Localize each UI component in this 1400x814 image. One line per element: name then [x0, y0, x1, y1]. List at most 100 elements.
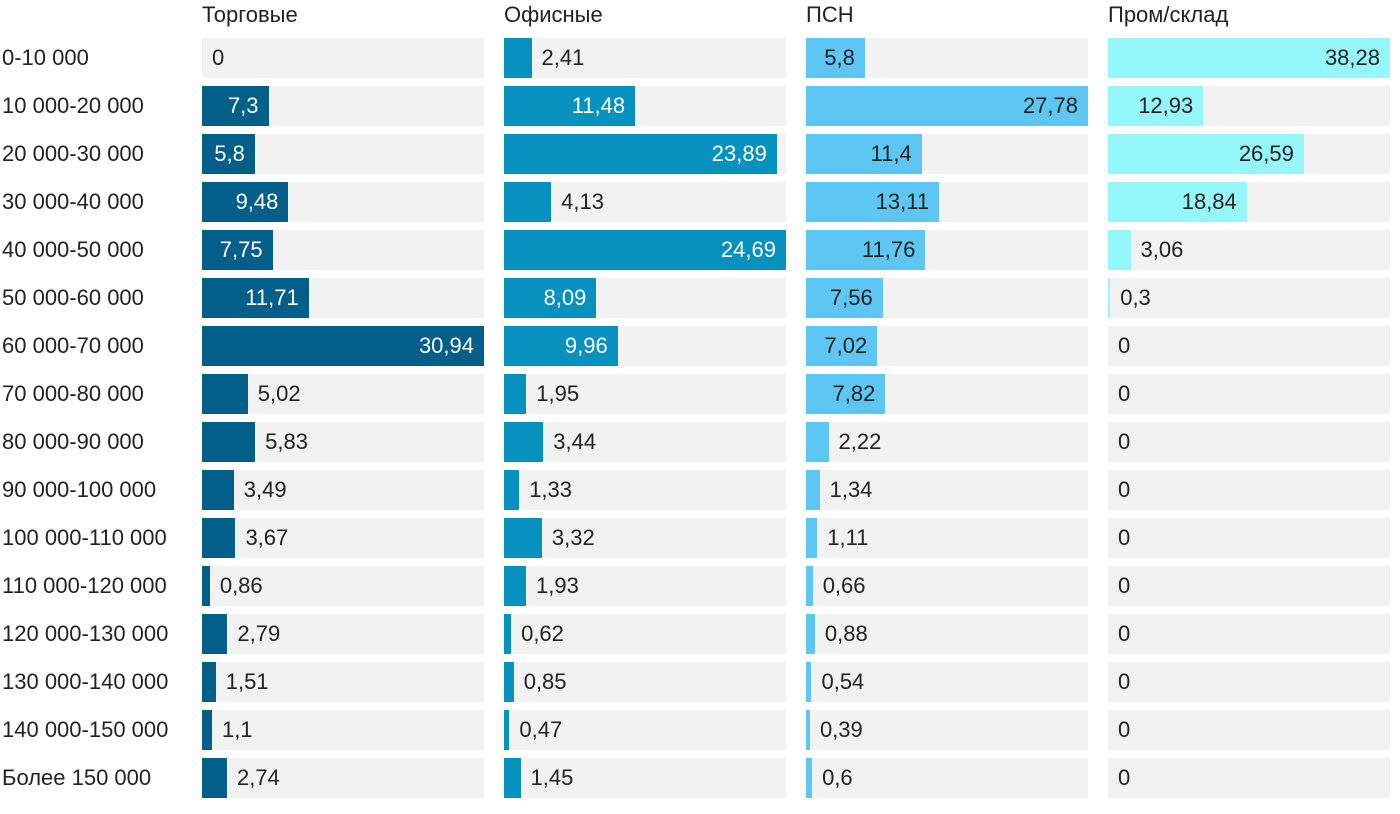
bar: [1108, 86, 1204, 126]
data-label: 0: [1118, 333, 1131, 358]
bar: [806, 758, 813, 798]
data-label: 1,93: [536, 573, 579, 598]
bar: [1108, 230, 1131, 270]
category-label: 70 000-80 000: [2, 381, 144, 406]
data-label: 13,11: [875, 189, 930, 214]
data-label: 0: [1118, 477, 1131, 502]
data-label: 7,3: [227, 93, 259, 118]
data-label: 0,85: [523, 669, 567, 694]
bar: [202, 662, 216, 702]
bar: [806, 710, 810, 750]
data-label: 26,59: [1238, 141, 1294, 166]
bar-track: 2,79: [202, 614, 484, 654]
panel-title: ПСН: [806, 2, 854, 27]
category-label: 130 000-140 000: [2, 669, 169, 694]
category-label: 140 000-150 000: [2, 717, 169, 742]
data-label: 3,06: [1140, 237, 1184, 262]
bar-track: 5,02: [202, 374, 484, 414]
category-label: 60 000-70 000: [2, 333, 144, 358]
data-label: 0,88: [824, 621, 868, 646]
bar-track: 24,69: [504, 230, 786, 270]
data-label: 7,56: [829, 285, 873, 310]
category-label: 120 000-130 000: [2, 621, 169, 646]
bar: [1108, 38, 1390, 78]
data-label: 3,67: [245, 525, 289, 550]
bar: [806, 182, 940, 222]
category-label: 0-10 000: [2, 45, 89, 70]
bar-track: 7,75: [202, 230, 484, 270]
bar: [202, 470, 234, 510]
data-label: 11,71: [245, 285, 299, 310]
bar-track: 7,82: [806, 374, 1088, 414]
bar-track: 5,8: [806, 38, 1088, 78]
bar: [504, 662, 514, 702]
data-label: 0: [1118, 717, 1131, 742]
bar: [202, 86, 269, 126]
bar-track: 2,41: [504, 38, 786, 78]
bar-track: 0,62: [504, 614, 786, 654]
bar-track: 12,93: [1108, 86, 1390, 126]
data-label: 3,32: [551, 525, 595, 550]
bar-track: 7,3: [202, 86, 484, 126]
bar-track: 3,32: [504, 518, 786, 558]
category-label: 30 000-40 000: [2, 189, 144, 214]
bar: [806, 134, 922, 174]
data-label: 2,41: [541, 45, 585, 70]
data-label: 0,47: [519, 717, 563, 742]
bar: [504, 86, 636, 126]
bar-track: 0: [1108, 422, 1390, 462]
data-label: 1,34: [829, 477, 873, 502]
bar-track: 38,28: [1108, 38, 1390, 78]
data-label: 5,83: [265, 429, 308, 454]
bar: [202, 230, 273, 270]
category-label: 80 000-90 000: [2, 429, 144, 454]
data-label: 3,44: [553, 429, 597, 454]
bar-track: 0,54: [806, 662, 1088, 702]
bar: [1108, 182, 1247, 222]
bar: [504, 38, 532, 78]
data-label: 0: [1118, 573, 1131, 598]
bar: [806, 230, 926, 270]
bar: [504, 230, 786, 270]
bar-track: 9,96: [504, 326, 786, 366]
bar-track: 3,49: [202, 470, 484, 510]
bar: [806, 470, 820, 510]
bar-track: 1,95: [504, 374, 786, 414]
bar-track: 4,13: [504, 182, 786, 222]
bar: [1108, 134, 1304, 174]
bar-track: 9,48: [202, 182, 484, 222]
bar: [202, 374, 248, 414]
bar: [1108, 278, 1111, 318]
data-label: 0,62: [521, 621, 564, 646]
data-label: 12,93: [1138, 93, 1194, 118]
bar-track: 11,76: [806, 230, 1088, 270]
data-label: 0: [1118, 621, 1131, 646]
data-label: 1,95: [536, 381, 580, 406]
data-label: 8,09: [543, 285, 587, 310]
bar: [202, 614, 228, 654]
data-label: 1,1: [222, 717, 253, 742]
bar: [504, 374, 527, 414]
bar: [202, 182, 289, 222]
bar-track: 0,6: [806, 758, 1088, 798]
category-label: Более 150 000: [2, 765, 152, 790]
bar-track: 1,51: [202, 662, 484, 702]
data-label: 0,66: [822, 573, 866, 598]
bar-track: 0,47: [504, 710, 786, 750]
data-label: 1,51: [225, 669, 269, 694]
category-label: 110 000-120 000: [2, 573, 167, 598]
bar: [504, 710, 510, 750]
bar: [202, 758, 227, 798]
category-label: 100 000-110 000: [2, 525, 167, 550]
data-label: 0: [212, 45, 225, 70]
data-label: 1,11: [827, 525, 869, 550]
data-label: 2,22: [838, 429, 882, 454]
bar: [806, 614, 815, 654]
bar: [806, 38, 865, 78]
category-label: 10 000-20 000: [2, 93, 144, 118]
bar-track: 1,33: [504, 470, 786, 510]
bar: [806, 326, 878, 366]
panel-title: Пром/склад: [1108, 2, 1229, 27]
data-label: 0,6: [822, 765, 853, 790]
